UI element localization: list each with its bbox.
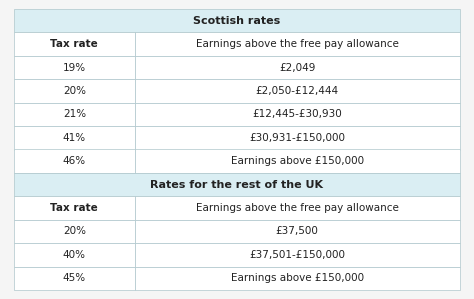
Text: £2,050-£12,444: £2,050-£12,444 xyxy=(255,86,339,96)
Text: Tax rate: Tax rate xyxy=(51,39,98,49)
Bar xyxy=(135,126,460,150)
Text: £30,931-£150,000: £30,931-£150,000 xyxy=(249,133,345,143)
Text: Earnings above the free pay allowance: Earnings above the free pay allowance xyxy=(196,39,399,49)
Bar xyxy=(14,243,135,267)
Text: 46%: 46% xyxy=(63,156,86,166)
Bar xyxy=(135,79,460,103)
Bar xyxy=(135,56,460,79)
Bar xyxy=(135,32,460,56)
Text: 45%: 45% xyxy=(63,273,86,283)
Bar xyxy=(14,196,135,220)
Text: 21%: 21% xyxy=(63,109,86,119)
Bar xyxy=(135,220,460,243)
Text: Earnings above £150,000: Earnings above £150,000 xyxy=(230,273,364,283)
Bar xyxy=(14,56,135,79)
Text: £12,445-£30,930: £12,445-£30,930 xyxy=(252,109,342,119)
Text: £37,501-£150,000: £37,501-£150,000 xyxy=(249,250,345,260)
Text: Rates for the rest of the UK: Rates for the rest of the UK xyxy=(151,180,323,190)
Text: Scottish rates: Scottish rates xyxy=(193,16,281,26)
Bar xyxy=(14,79,135,103)
Bar xyxy=(135,243,460,267)
Bar xyxy=(135,150,460,173)
Text: £2,049: £2,049 xyxy=(279,62,315,73)
Text: 20%: 20% xyxy=(63,226,86,237)
Bar xyxy=(14,9,460,32)
Bar xyxy=(14,32,135,56)
Bar xyxy=(14,103,135,126)
Text: £37,500: £37,500 xyxy=(276,226,319,237)
Bar xyxy=(14,173,460,196)
Bar xyxy=(14,150,135,173)
Text: Tax rate: Tax rate xyxy=(51,203,98,213)
Bar xyxy=(14,267,135,290)
Text: Earnings above £150,000: Earnings above £150,000 xyxy=(230,156,364,166)
Text: 20%: 20% xyxy=(63,86,86,96)
Text: Earnings above the free pay allowance: Earnings above the free pay allowance xyxy=(196,203,399,213)
Bar xyxy=(14,126,135,150)
Text: 41%: 41% xyxy=(63,133,86,143)
Text: 40%: 40% xyxy=(63,250,86,260)
Bar xyxy=(135,267,460,290)
Bar xyxy=(135,196,460,220)
Text: 19%: 19% xyxy=(63,62,86,73)
Bar xyxy=(14,220,135,243)
Bar xyxy=(135,103,460,126)
